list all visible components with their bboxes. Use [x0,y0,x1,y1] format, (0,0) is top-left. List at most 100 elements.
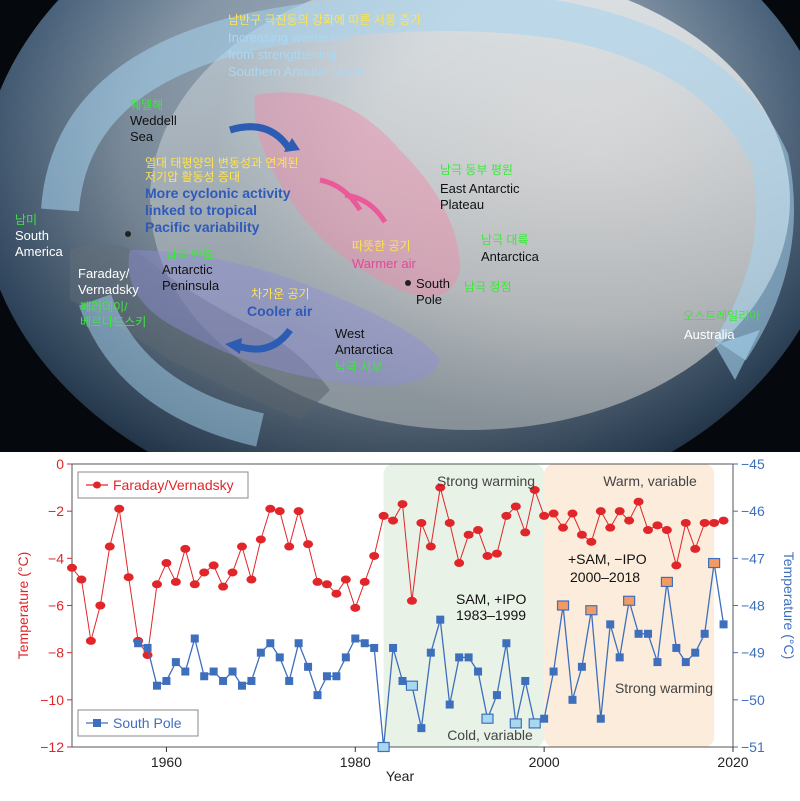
x-tick-label: 1960 [151,754,182,770]
westerlies-arrow-band [41,0,794,361]
faraday-point [567,509,578,518]
south-pole-point [134,639,143,648]
south-pole-point [644,629,653,638]
right-tick-label: −51 [741,739,765,755]
faraday-point [199,568,210,577]
faraday-point [520,528,531,537]
legend-south-pole: South Pole [77,709,199,737]
south-pole-point-highlight [660,576,674,588]
faraday-point [359,577,370,586]
faraday-point [378,511,389,520]
faraday-point [331,589,342,598]
faraday-point [501,511,512,520]
south-pole-point [304,662,313,671]
faraday-point [218,582,229,591]
weddell-label-en-1: Weddell [130,113,177,128]
south-pole-point [181,667,190,676]
period1-index-label: SAM, +IPO [456,591,527,607]
south-pole-point-highlight [509,718,522,729]
faraday-label-ko-1: 페러데이/ [80,300,128,314]
x-tick-label: 1980 [340,754,371,770]
south-pole-point [341,653,350,662]
south-pole-point [492,691,501,700]
south-pole-point-highlight [708,557,721,569]
faraday-point [529,485,540,494]
south-pole-point [332,672,341,681]
cyclonic-arrow-bottom [233,327,293,353]
faraday-point [246,575,257,584]
x-tick-label: 2000 [529,754,560,770]
faraday-point [104,542,115,551]
temperature-chart: 0 −2 −4 −6 −8 −10 −12 −45 −46 −47 −48 −49 −50 −51 1960… [15,456,797,784]
legend-faraday-marker [93,481,101,489]
faraday-point [643,526,654,535]
left-tick-label: −4 [48,550,64,566]
faraday-point [95,601,106,610]
faraday-point [680,518,691,527]
faraday-point [416,518,427,527]
faraday-point [312,577,323,586]
south-pole-point [143,643,152,652]
south-pole-label-en-2: Pole [416,292,443,307]
south-pole-point [200,672,209,681]
south-pole-point [719,620,728,629]
faraday-point [67,563,77,572]
south-pole-point [549,667,558,676]
faraday-point [340,575,351,584]
south-pole-point [596,714,605,723]
south-pole-point [162,676,171,685]
period2-years-label: 2000–2018 [570,569,640,585]
faraday-point [425,542,436,551]
faraday-label-en-1: Faraday/ [78,266,130,281]
faraday-point [114,504,125,513]
south-pole-point [389,643,398,652]
faraday-point [699,518,710,527]
period1-years-label: 1983–1999 [456,607,526,623]
faraday-point [463,530,474,539]
cooler-air-region [128,250,441,386]
faraday-point [444,518,455,527]
peninsula-label-en-2: Peninsula [162,278,220,293]
faraday-point [491,549,502,558]
south-pole-point [247,676,256,685]
left-axis-label: Temperature (°C) [15,552,31,660]
faraday-point [576,530,587,539]
faraday-station-dot [125,231,131,237]
faraday-point [236,542,247,551]
faraday-point [321,580,332,589]
south-pole-point [577,662,586,671]
australia-label-en: Australia [684,327,735,342]
warm-air-arrow-2 [344,192,388,224]
faraday-label-en-2: Vernadsky [78,282,139,297]
south-pole-point [256,648,265,657]
faraday-point [293,507,304,516]
faraday-point [671,561,682,570]
warmer-air-label-ko: 따뜻한 공기 [352,239,411,253]
x-axis-label: Year [386,768,415,784]
shaded-period-1 [383,464,545,747]
faraday-point [265,504,276,513]
faraday-point [454,559,465,568]
faraday-point [189,580,200,589]
cooler-air-label-en: Cooler air [247,303,313,319]
south-pole-label-en-1: South [416,276,450,291]
south-pole-point-highlight [481,713,494,724]
faraday-point [586,537,597,546]
faraday-point [255,535,266,544]
west-antarctica-label-en-1: West [335,326,365,341]
east-plateau-label-ko: 남극 동부 평원 [440,163,513,177]
faraday-point [85,636,96,645]
south-pole-point [464,653,473,662]
warm-air-arrow-1 [319,177,363,212]
faraday-point [397,500,408,509]
south-pole-point [152,681,161,690]
faraday-point [473,526,484,535]
south-pole-point [398,676,407,685]
south-pole-point [294,639,303,648]
faraday-point [661,526,672,535]
warmer-air-region [254,92,460,297]
westerlies-label-en-2: from strengthening [228,47,337,62]
east-plateau-label-en-1: East Antarctic [440,181,520,196]
faraday-point [76,575,87,584]
